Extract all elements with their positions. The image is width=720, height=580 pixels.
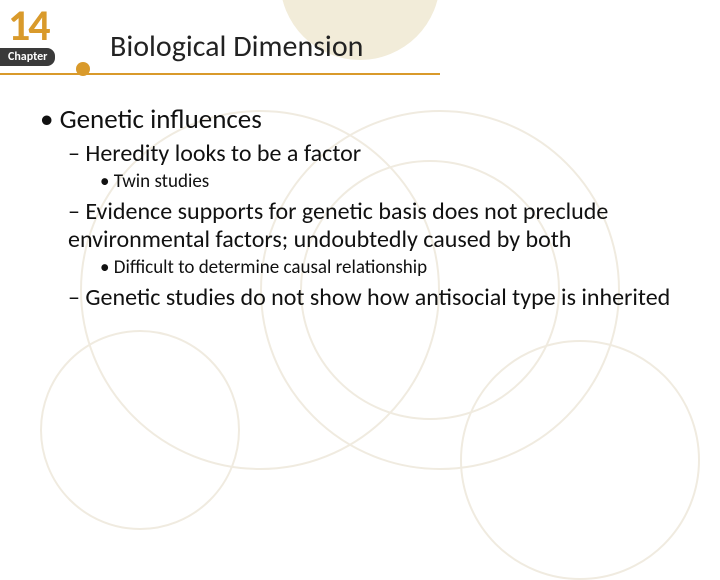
bullet-text: Difficult to determine causal relationsh… [114, 256, 427, 279]
slide-header: 14 Chapter Biological Dimension [0, 0, 720, 75]
slide-content: Genetic influences Heredity looks to be … [0, 75, 720, 313]
bullet-text: Heredity looks to be a factor [85, 139, 361, 168]
bg-circle-4 [40, 330, 240, 530]
bullet-lvl2: Evidence supports for genetic basis does… [68, 198, 680, 280]
bullet-text: Genetic influences [60, 103, 262, 136]
bg-circle-5 [460, 340, 700, 580]
bullet-lvl2: Heredity looks to be a factor Twin studi… [68, 140, 680, 194]
bullet-lvl3: Difficult to determine causal relationsh… [100, 257, 680, 280]
bullet-lvl3: Twin studies [100, 171, 680, 194]
bullet-lvl1: Genetic influences Heredity looks to be … [40, 103, 680, 313]
bullet-text: Evidence supports for genetic basis does… [68, 197, 608, 255]
bullet-text: Genetic studies do not show how antisoci… [85, 283, 670, 312]
slide-title: Biological Dimension [0, 18, 440, 75]
bullet-lvl2: Genetic studies do not show how antisoci… [68, 284, 680, 313]
bullet-text: Twin studies [114, 170, 209, 193]
